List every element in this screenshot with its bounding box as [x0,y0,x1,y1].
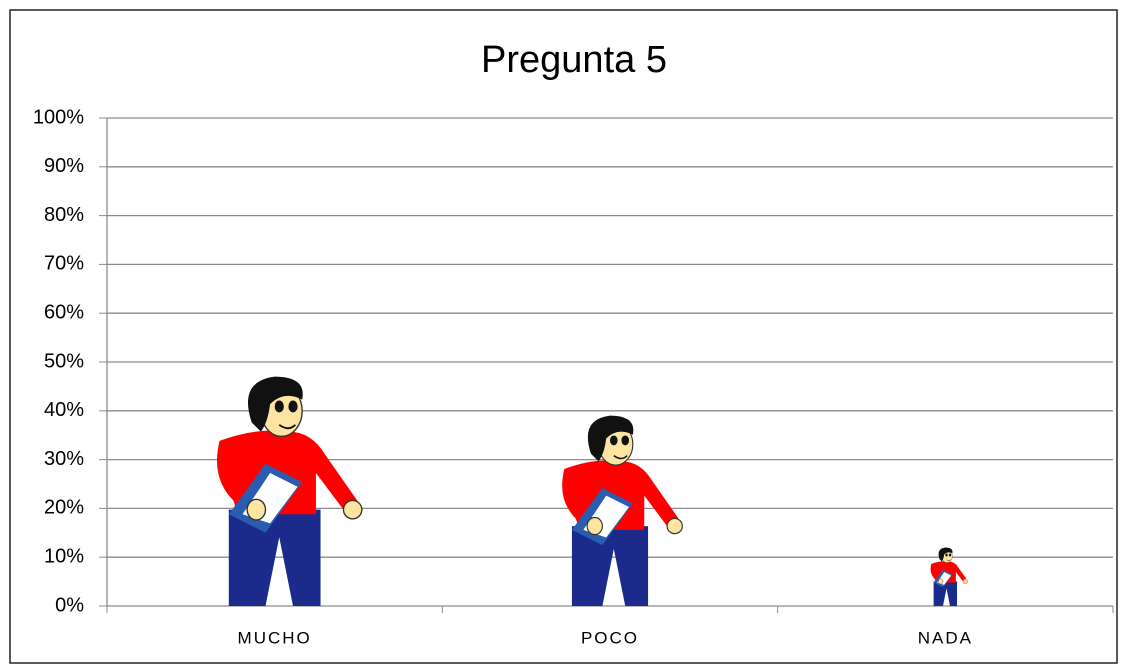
mouth [946,559,951,561]
hair [247,376,303,432]
eye [610,435,618,446]
person-bar [930,547,968,606]
y-tick-label: 0% [55,594,84,616]
y-tick-label: 60% [44,301,84,323]
x-tick-label: MUCHO [238,628,312,647]
hand [666,517,683,535]
x-tick-label: NADA [918,628,973,647]
y-tick-label: 50% [44,350,84,372]
eye [621,435,630,446]
pants [933,581,958,606]
y-tick-label: 30% [44,448,84,470]
person-bar [216,376,363,606]
eye [945,553,948,557]
y-tick-label: 40% [44,399,84,421]
hair [587,415,634,462]
eye [274,400,284,413]
y-tick-label: 20% [44,497,84,519]
person-bar [562,415,683,606]
x-tick-label: POCO [581,628,639,647]
y-tick-label: 100% [33,106,84,128]
chart-frame [9,9,1118,664]
hand [962,578,968,584]
y-tick-label: 70% [44,253,84,275]
hand [586,516,603,536]
y-tick-label: 10% [44,545,84,567]
y-tick-label: 90% [44,155,84,177]
mouth [613,455,628,460]
pants [228,509,321,606]
eye [288,400,298,413]
pants [571,526,649,606]
hand [938,578,944,585]
hand [342,499,363,520]
eye [948,553,952,557]
y-tick-label: 80% [44,204,84,226]
mouth [278,424,296,430]
chart-title: Pregunta 5 [481,39,667,81]
hand [246,498,267,521]
hair [938,547,953,562]
